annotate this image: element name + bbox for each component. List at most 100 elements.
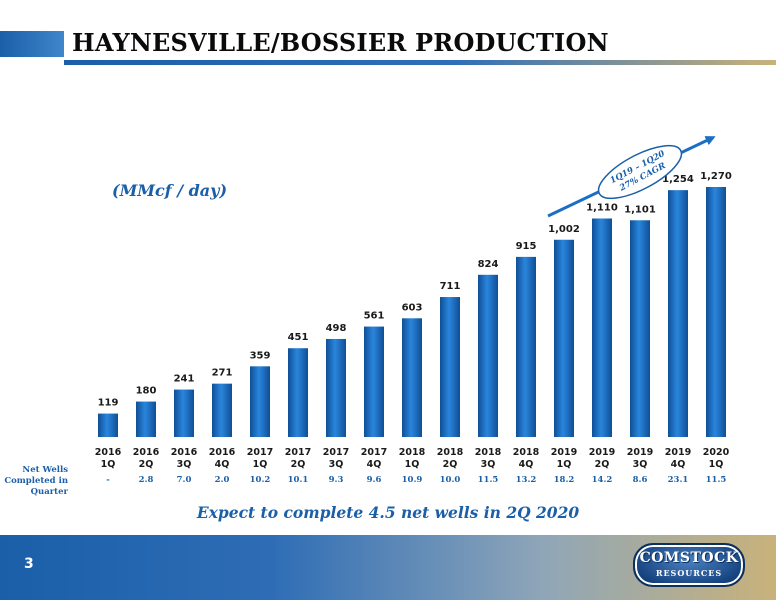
bar-value-label: 359 [250,350,271,361]
bar-2019-4q [668,190,688,437]
x-tick-quarter: 1Q [253,459,268,470]
x-tick-year: 2017 [247,447,273,458]
net-wells-value: 8.6 [632,475,648,485]
bar-value-label: 711 [440,281,461,292]
x-tick-year: 2019 [589,447,615,458]
x-tick-quarter: 1Q [709,459,724,470]
bar-value-label: 241 [174,374,195,385]
bar-value-label: 1,254 [662,174,694,185]
bar-value-label: 1,101 [624,204,656,215]
x-tick-year: 2017 [361,447,387,458]
bar-2017-1q [250,366,270,437]
x-tick-quarter: 3Q [329,459,344,470]
bar-value-label: 603 [402,302,423,313]
net-wells-value: 13.2 [515,475,537,485]
bar-2016-1q [98,413,118,437]
bar-value-label: 561 [364,311,385,322]
x-tick-year: 2017 [285,447,311,458]
x-tick-quarter: 2Q [291,459,306,470]
net-wells-value: 10.0 [439,475,461,485]
x-tick-quarter: 2Q [139,459,154,470]
bar-2019-1q [554,239,574,437]
net-wells-value: 10.9 [401,475,423,485]
bar-value-label: 824 [478,259,499,270]
page-number: 3 [24,556,34,572]
production-bar-chart: 11920161Q18020162Q24120163Q27120164Q3592… [95,136,732,470]
bar-value-label: 1,110 [586,202,618,213]
header-accent-block [0,31,64,57]
x-tick-quarter: 3Q [633,459,648,470]
bar-2018-1q [402,318,422,437]
page-title: HAYNESVILLE/BOSSIER PRODUCTION [72,28,609,57]
cagr-annotation: 1Q19 – 1Q20 27% CAGR [547,136,716,218]
bar-value-label: 119 [98,398,119,409]
net-wells-label-line1: Net Wells [22,465,68,475]
x-tick-year: 2016 [95,447,122,458]
net-wells-value: - [106,475,110,485]
x-tick-year: 2016 [171,447,198,458]
net-wells-value: 10.2 [249,475,271,485]
bar-value-label: 1,002 [548,224,580,235]
net-wells-value: 9.6 [366,475,382,485]
x-tick-quarter: 1Q [405,459,420,470]
header-rule [64,60,776,65]
bar-2017-4q [364,326,384,437]
bar-value-label: 1,270 [700,171,732,182]
x-tick-year: 2018 [437,447,464,458]
x-tick-quarter: 1Q [557,459,572,470]
bar-2016-3q [174,389,194,437]
x-tick-quarter: 2Q [443,459,458,470]
x-tick-year: 2018 [399,447,426,458]
net-wells-value: 9.3 [328,475,344,485]
bar-2016-4q [212,383,232,437]
x-tick-year: 2017 [323,447,349,458]
net-wells-value: 18.2 [553,475,575,485]
net-wells-value: 23.1 [667,475,689,485]
logo-text-bottom: RESOURCES [655,568,723,578]
x-tick-year: 2016 [209,447,236,458]
x-tick-quarter: 4Q [215,459,230,470]
bar-value-label: 498 [326,323,347,334]
bar-2018-3q [478,274,498,437]
x-tick-year: 2019 [627,447,653,458]
net-wells-value: 14.2 [591,475,613,485]
cagr-ellipse [597,144,683,200]
units-label: (MMcf / day) [112,181,228,200]
x-tick-quarter: 4Q [519,459,534,470]
net-wells-value: 2.0 [214,475,230,485]
x-tick-year: 2020 [703,447,730,458]
net-wells-value: 11.5 [477,475,499,485]
net-wells-label-line2: Completed in [4,476,68,486]
net-wells-label-line3: Quarter [30,487,68,497]
bar-value-label: 180 [136,386,157,397]
x-tick-quarter: 4Q [671,459,686,470]
bar-2017-3q [326,338,346,437]
bar-value-label: 915 [516,241,537,252]
bar-2019-2q [592,218,612,437]
x-tick-year: 2018 [513,447,540,458]
bar-2018-4q [516,256,536,437]
footnote: Expect to complete 4.5 net wells in 2Q 2… [196,503,580,522]
bar-2020-1q [706,187,726,437]
bar-value-label: 451 [288,332,309,343]
company-logo: COMSTOCK RESOURCES [633,543,745,587]
x-tick-quarter: 2Q [595,459,610,470]
bar-2018-2q [440,297,460,437]
x-tick-year: 2019 [551,447,577,458]
net-wells-value: 7.0 [176,475,192,485]
net-wells-value: 10.1 [287,475,309,485]
x-tick-quarter: 3Q [177,459,192,470]
bar-2019-3q [630,220,650,437]
bar-2017-2q [288,348,308,437]
x-tick-quarter: 1Q [101,459,116,470]
x-tick-quarter: 3Q [481,459,496,470]
x-tick-year: 2018 [475,447,502,458]
x-tick-year: 2019 [665,447,691,458]
logo-text-top: COMSTOCK [639,550,739,566]
bar-value-label: 271 [212,368,233,379]
net-wells-value: 11.5 [705,475,727,485]
net-wells-value: 2.8 [138,475,154,485]
x-tick-year: 2016 [133,447,160,458]
bar-2016-2q [136,401,156,437]
x-tick-quarter: 4Q [367,459,382,470]
